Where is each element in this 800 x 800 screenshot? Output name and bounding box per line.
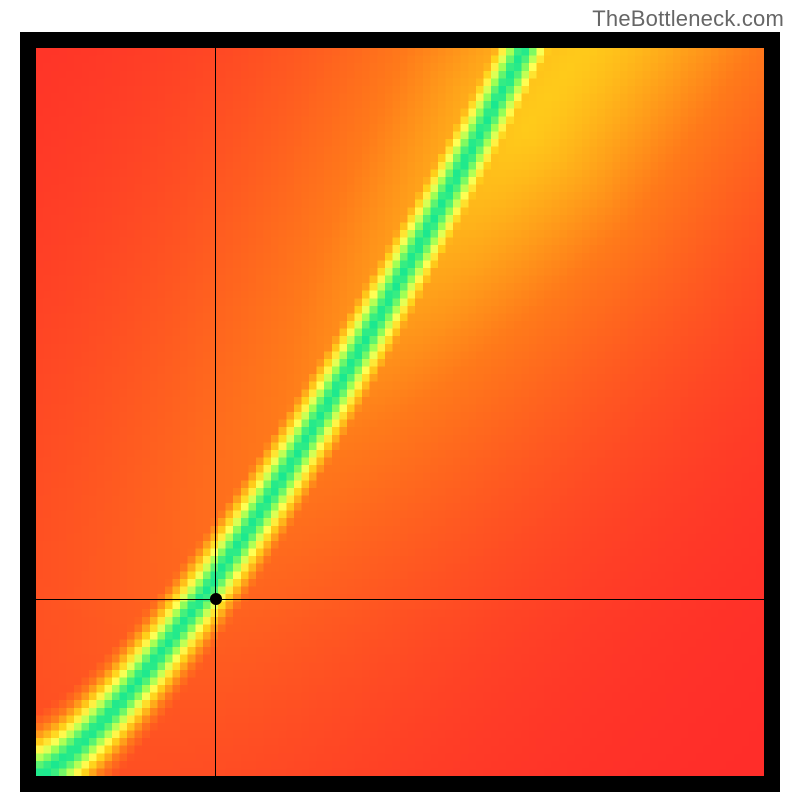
crosshair-horizontal (36, 599, 764, 600)
bottleneck-heatmap (36, 48, 764, 776)
watermark-text: TheBottleneck.com (592, 6, 784, 32)
chart-container: TheBottleneck.com (0, 0, 800, 800)
crosshair-marker (210, 593, 222, 605)
crosshair-vertical (215, 48, 216, 776)
